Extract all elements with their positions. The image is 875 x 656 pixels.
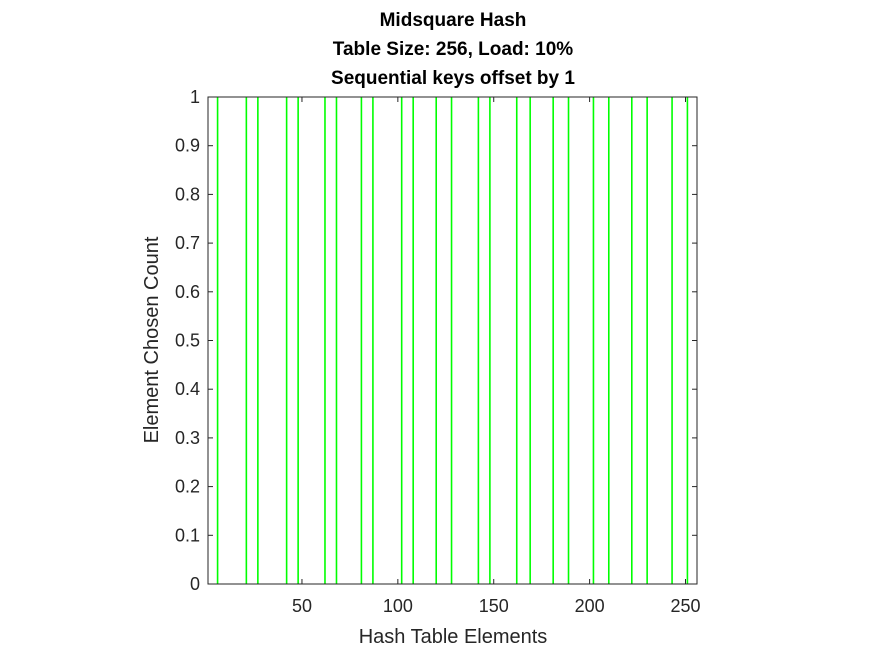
x-axis-label: Hash Table Elements xyxy=(359,626,548,648)
y-axis-ticks: 0 0.1 0.2 0.3 0.4 0.5 0.6 0.7 0.8 0.9 1 xyxy=(175,87,697,594)
y-tick-label: 0.8 xyxy=(175,184,200,204)
bar-series xyxy=(216,97,689,584)
y-tick-label: 0.5 xyxy=(175,331,200,351)
y-tick-label: 0 xyxy=(190,574,200,594)
x-tick-label: 150 xyxy=(479,596,509,616)
y-tick-label: 0.7 xyxy=(175,233,200,253)
x-tick-label: 250 xyxy=(670,596,700,616)
chart-title-line-1: Midsquare Hash xyxy=(380,10,527,31)
y-tick-label: 0.3 xyxy=(175,428,200,448)
chart-title-line-2: Table Size: 256, Load: 10% xyxy=(333,39,574,60)
x-tick-label: 50 xyxy=(292,596,312,616)
chart-title-line-3: Sequential keys offset by 1 xyxy=(331,68,575,89)
x-tick-label: 100 xyxy=(383,596,413,616)
y-tick-label: 0.4 xyxy=(175,379,200,399)
y-tick-label: 0.2 xyxy=(175,477,200,497)
axes-box xyxy=(207,96,698,585)
x-tick-label: 200 xyxy=(575,596,605,616)
x-axis-ticks: 50 100 150 200 250 xyxy=(292,97,701,616)
y-tick-label: 0.9 xyxy=(175,136,200,156)
y-tick-label: 1 xyxy=(190,87,200,107)
y-tick-label: 0.6 xyxy=(175,282,200,302)
plot-area xyxy=(208,97,697,584)
y-axis-label: Element Chosen Count xyxy=(141,236,163,443)
chart-title: Midsquare Hash Table Size: 256, Load: 10… xyxy=(331,10,575,89)
y-tick-label: 0.1 xyxy=(175,525,200,545)
